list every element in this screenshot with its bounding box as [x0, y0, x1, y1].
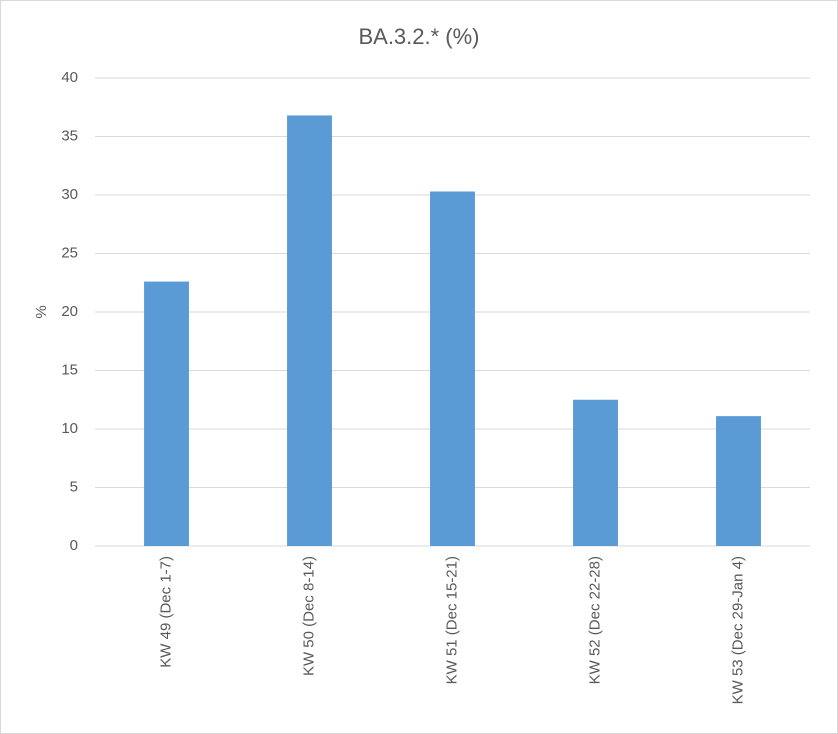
chart-title: BA.3.2.* (%)	[358, 24, 479, 49]
x-tick-label: KW 53 (Dec 29-Jan 4)	[729, 556, 746, 704]
y-tick-label: 30	[61, 186, 78, 203]
bar	[573, 399, 618, 546]
bar	[287, 115, 332, 546]
x-tick-label: KW 50 (Dec 8-14)	[300, 556, 317, 676]
x-tick-label: KW 49 (Dec 1-7)	[157, 556, 174, 668]
bar	[430, 191, 475, 547]
y-tick-label: 35	[61, 127, 78, 144]
bar	[144, 281, 189, 546]
y-tick-label: 20	[61, 303, 78, 320]
y-tick-label: 0	[70, 537, 78, 554]
x-tick-label: KW 51 (Dec 15-21)	[443, 556, 460, 684]
y-tick-label: 25	[61, 244, 78, 261]
y-tick-label: 5	[70, 478, 78, 495]
y-tick-label: 15	[61, 361, 78, 378]
bar	[716, 416, 761, 546]
y-axis-label: %	[33, 305, 50, 318]
y-tick-label: 10	[61, 420, 78, 437]
x-tick-label: KW 52 (Dec 22-28)	[586, 556, 603, 684]
y-tick-label: 40	[61, 69, 78, 86]
